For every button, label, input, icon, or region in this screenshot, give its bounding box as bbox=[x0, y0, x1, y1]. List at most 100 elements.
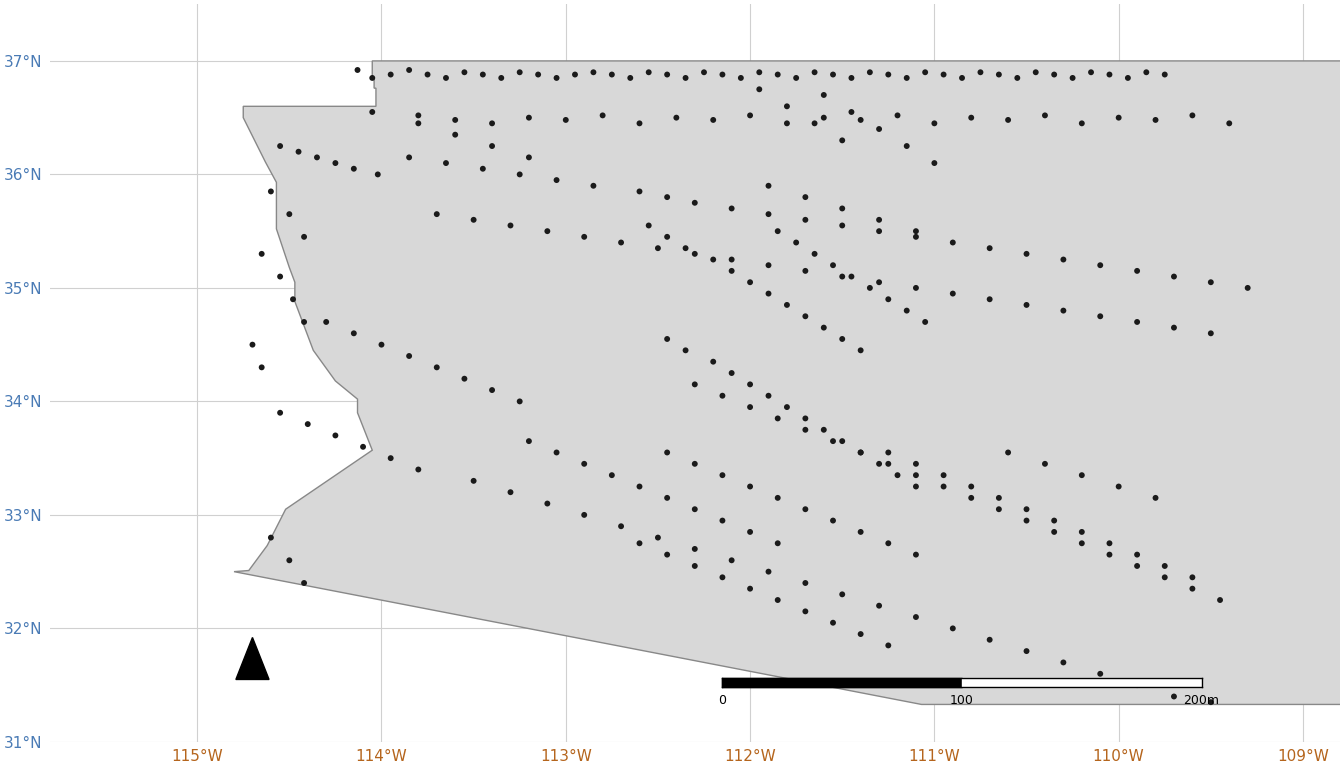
Point bbox=[1126, 679, 1148, 691]
Point bbox=[720, 202, 742, 214]
Point bbox=[988, 503, 1009, 515]
Point bbox=[804, 66, 825, 78]
Point bbox=[832, 202, 853, 214]
Point bbox=[261, 531, 282, 544]
Point bbox=[849, 114, 871, 126]
Point bbox=[601, 469, 622, 482]
Point bbox=[758, 180, 780, 192]
Point bbox=[739, 401, 761, 413]
Point bbox=[1098, 68, 1120, 81]
Point bbox=[832, 588, 853, 601]
Point bbox=[758, 259, 780, 271]
Point bbox=[500, 486, 521, 498]
Point bbox=[1034, 109, 1055, 121]
Point bbox=[1181, 571, 1203, 584]
Point bbox=[656, 333, 677, 345]
Point bbox=[261, 185, 282, 197]
Point bbox=[347, 64, 368, 76]
Point bbox=[1210, 594, 1231, 606]
Point bbox=[933, 480, 954, 492]
Point bbox=[712, 389, 734, 402]
Point bbox=[923, 118, 945, 130]
Point bbox=[684, 248, 706, 260]
Point bbox=[1025, 66, 1047, 78]
Point bbox=[684, 197, 706, 209]
Point bbox=[343, 163, 364, 175]
Point bbox=[878, 537, 899, 549]
Point bbox=[519, 435, 540, 447]
Point bbox=[1043, 515, 1064, 527]
Point bbox=[749, 66, 770, 78]
Point bbox=[785, 71, 806, 84]
Point bbox=[914, 316, 935, 328]
Point bbox=[1107, 111, 1129, 124]
Point bbox=[536, 225, 558, 237]
Point bbox=[823, 515, 844, 527]
Point bbox=[519, 111, 540, 124]
Point bbox=[712, 469, 734, 482]
Point bbox=[380, 452, 402, 465]
Point bbox=[767, 492, 789, 504]
Point bbox=[435, 157, 457, 169]
Point bbox=[1181, 582, 1203, 594]
Point bbox=[445, 114, 466, 126]
Point bbox=[481, 140, 503, 152]
Point bbox=[777, 118, 798, 130]
Point bbox=[362, 71, 383, 84]
Point bbox=[739, 526, 761, 538]
Point bbox=[407, 109, 429, 121]
Point bbox=[849, 446, 871, 458]
Point bbox=[472, 68, 493, 81]
Point bbox=[583, 66, 605, 78]
Point bbox=[988, 68, 1009, 81]
Point bbox=[380, 68, 402, 81]
Point bbox=[978, 242, 1000, 254]
Point bbox=[638, 66, 660, 78]
Point bbox=[868, 225, 890, 237]
Point bbox=[1016, 515, 1038, 527]
Point bbox=[417, 68, 438, 81]
Point bbox=[878, 446, 899, 458]
Point bbox=[730, 71, 751, 84]
Point bbox=[767, 412, 789, 425]
Point bbox=[675, 344, 696, 356]
Point bbox=[942, 622, 964, 634]
Point bbox=[684, 543, 706, 555]
Point bbox=[832, 435, 853, 447]
Point bbox=[519, 151, 540, 164]
Point bbox=[961, 492, 982, 504]
Point bbox=[509, 396, 531, 408]
Point bbox=[978, 634, 1000, 646]
Point bbox=[712, 571, 734, 584]
Point bbox=[1090, 259, 1111, 271]
Point bbox=[656, 68, 677, 81]
Point bbox=[1236, 282, 1258, 294]
Point bbox=[739, 480, 761, 492]
Point bbox=[282, 293, 304, 306]
Point bbox=[868, 123, 890, 135]
Point bbox=[923, 157, 945, 169]
Point bbox=[758, 208, 780, 220]
Point bbox=[878, 293, 899, 306]
Point bbox=[896, 71, 918, 84]
Point bbox=[1200, 276, 1222, 288]
Point bbox=[720, 265, 742, 277]
Point bbox=[1098, 548, 1120, 561]
Point bbox=[906, 469, 927, 482]
Point bbox=[656, 492, 677, 504]
Point bbox=[684, 458, 706, 470]
Point bbox=[325, 429, 347, 442]
Polygon shape bbox=[234, 61, 1344, 704]
Point bbox=[767, 594, 789, 606]
Point bbox=[720, 554, 742, 567]
Point bbox=[251, 361, 273, 373]
Point bbox=[675, 71, 696, 84]
Point bbox=[1126, 265, 1148, 277]
Point bbox=[739, 276, 761, 288]
Point bbox=[610, 237, 632, 249]
Point bbox=[1071, 118, 1093, 130]
Point bbox=[823, 259, 844, 271]
Point bbox=[823, 617, 844, 629]
Point bbox=[293, 316, 314, 328]
Point bbox=[739, 378, 761, 390]
